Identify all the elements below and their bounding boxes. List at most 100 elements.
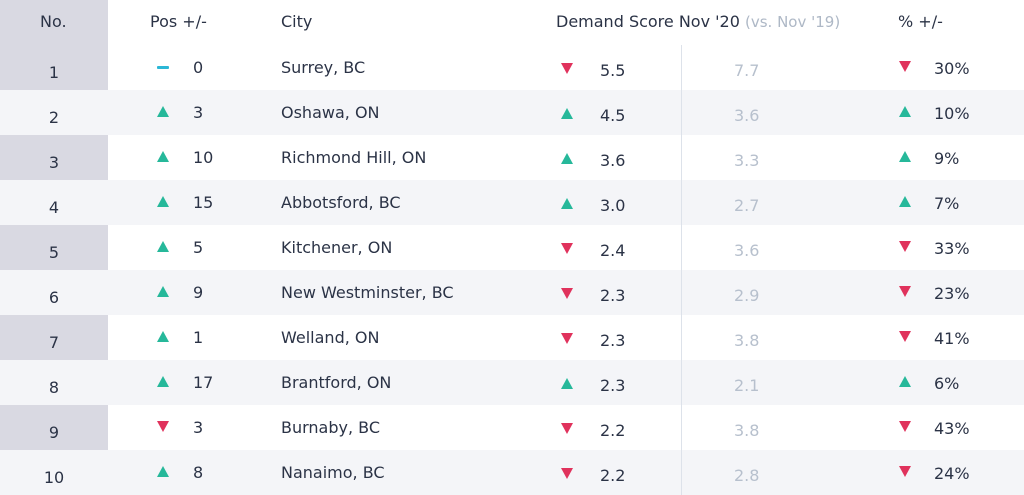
- demand-score: 2.2: [600, 421, 626, 440]
- rank-number: 6: [48, 288, 60, 307]
- percent-change: 10%: [934, 104, 970, 123]
- demand-score-prev: 3.6: [734, 106, 760, 125]
- city-name: Richmond Hill, ON: [281, 148, 427, 167]
- percent-change: 43%: [934, 419, 970, 438]
- table-row: 4 15 Abbotsford, BC 3.0 2.7 7%: [0, 180, 1024, 225]
- city-name: Welland, ON: [281, 328, 380, 347]
- rank-number: 8: [48, 378, 60, 397]
- demand-score-prev: 3.8: [734, 421, 760, 440]
- table-row: 9 3 Burnaby, BC 2.2 3.8 43%: [0, 405, 1024, 450]
- city-name: Abbotsford, BC: [281, 193, 401, 212]
- rank-number: 2: [48, 108, 60, 127]
- table-row: 5 5 Kitchener, ON 2.4 3.6 33%: [0, 225, 1024, 270]
- up-triangle-icon: [157, 150, 171, 164]
- position-change: 0: [193, 58, 204, 77]
- percent-change: 24%: [934, 464, 970, 483]
- position-change: 5: [193, 238, 204, 257]
- rank-number: 3: [48, 153, 60, 172]
- demand-score-prev: 2.7: [734, 196, 760, 215]
- down-triangle-icon: [561, 332, 575, 346]
- demand-score-prev: 3.3: [734, 151, 760, 170]
- rank-number: 9: [48, 423, 60, 442]
- table-row: 7 1 Welland, ON 2.3 3.8 41%: [0, 315, 1024, 360]
- demand-score-prev: 3.8: [734, 331, 760, 350]
- demand-score-prev: 3.6: [734, 241, 760, 260]
- up-triangle-icon: [899, 375, 913, 389]
- header-demand-label: Demand Score Nov '20: [556, 12, 740, 31]
- demand-score-prev: 2.1: [734, 376, 760, 395]
- city-name: Nanaimo, BC: [281, 463, 385, 482]
- header-pos: Pos +/-: [150, 12, 207, 31]
- percent-change: 7%: [934, 194, 960, 213]
- up-triangle-icon: [899, 150, 913, 164]
- down-triangle-icon: [561, 242, 575, 256]
- rank-number: 10: [43, 468, 65, 487]
- position-change: 15: [193, 193, 214, 212]
- header-demand: Demand Score Nov '20 (vs. Nov '19): [556, 12, 840, 31]
- percent-change: 23%: [934, 284, 970, 303]
- percent-change: 33%: [934, 239, 970, 258]
- header-city: City: [281, 12, 313, 31]
- rank-number: 1: [48, 63, 60, 82]
- down-triangle-icon: [157, 420, 171, 434]
- position-change: 17: [193, 373, 214, 392]
- city-name: Brantford, ON: [281, 373, 392, 392]
- down-triangle-icon: [561, 422, 575, 436]
- city-name: Surrey, BC: [281, 58, 366, 77]
- city-name: New Westminster, BC: [281, 283, 454, 302]
- up-triangle-icon: [157, 105, 171, 119]
- position-change: 8: [193, 463, 204, 482]
- demand-score: 2.2: [600, 466, 626, 485]
- down-triangle-icon: [899, 60, 913, 74]
- table-row: 1 0 Surrey, BC 5.5 7.7 30%: [0, 45, 1024, 90]
- demand-score: 2.3: [600, 331, 626, 350]
- demand-score: 4.5: [600, 106, 626, 125]
- table-row: 6 9 New Westminster, BC 2.3 2.9 23%: [0, 270, 1024, 315]
- down-triangle-icon: [561, 62, 575, 76]
- demand-score-prev: 7.7: [734, 61, 760, 80]
- percent-change: 30%: [934, 59, 970, 78]
- rank-number: 7: [48, 333, 60, 352]
- demand-score: 2.3: [600, 286, 626, 305]
- up-triangle-icon: [561, 197, 575, 211]
- city-name: Kitchener, ON: [281, 238, 393, 257]
- city-name: Oshawa, ON: [281, 103, 380, 122]
- table-row: 8 17 Brantford, ON 2.3 2.1 6%: [0, 360, 1024, 405]
- demand-score: 3.0: [600, 196, 626, 215]
- header-demand-prev: (vs. Nov '19): [745, 13, 841, 31]
- position-change: 3: [193, 418, 204, 437]
- up-triangle-icon: [157, 285, 171, 299]
- down-triangle-icon: [899, 465, 913, 479]
- down-triangle-icon: [899, 285, 913, 299]
- rank-number: 4: [48, 198, 60, 217]
- up-triangle-icon: [561, 107, 575, 121]
- header-no: No.: [40, 12, 67, 31]
- up-triangle-icon: [157, 195, 171, 209]
- demand-score: 5.5: [600, 61, 626, 80]
- percent-change: 9%: [934, 149, 960, 168]
- table-row: 3 10 Richmond Hill, ON 3.6 3.3 9%: [0, 135, 1024, 180]
- up-triangle-icon: [561, 377, 575, 391]
- table-header: No. Pos +/- City Demand Score Nov '20 (v…: [0, 0, 1024, 45]
- demand-score: 3.6: [600, 151, 626, 170]
- down-triangle-icon: [899, 240, 913, 254]
- header-pct: % +/-: [898, 12, 943, 31]
- neutral-dash-icon: [157, 60, 171, 74]
- down-triangle-icon: [899, 330, 913, 344]
- down-triangle-icon: [899, 420, 913, 434]
- city-name: Burnaby, BC: [281, 418, 381, 437]
- position-change: 1: [193, 328, 204, 347]
- demand-score: 2.3: [600, 376, 626, 395]
- rank-number: 5: [48, 243, 60, 262]
- percent-change: 41%: [934, 329, 970, 348]
- demand-score: 2.4: [600, 241, 626, 260]
- rank-column-background: [0, 0, 108, 495]
- position-change: 9: [193, 283, 204, 302]
- up-triangle-icon: [157, 465, 171, 479]
- demand-score-prev: 2.9: [734, 286, 760, 305]
- down-triangle-icon: [561, 287, 575, 301]
- table-row: 10 8 Nanaimo, BC 2.2 2.8 24%: [0, 450, 1024, 495]
- down-triangle-icon: [561, 467, 575, 481]
- up-triangle-icon: [157, 330, 171, 344]
- percent-change: 6%: [934, 374, 960, 393]
